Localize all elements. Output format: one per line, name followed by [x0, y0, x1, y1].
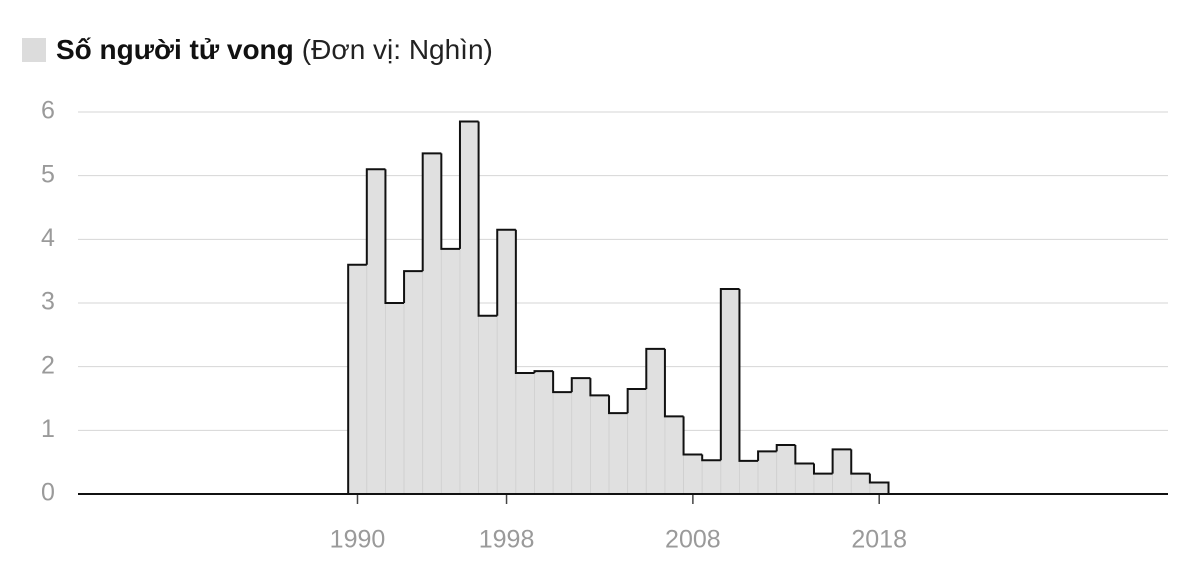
- y-tick-label: 3: [41, 288, 55, 316]
- bar: [850, 473, 871, 495]
- y-tick-label: 4: [41, 224, 55, 252]
- bar: [422, 152, 442, 495]
- bar-outline: [440, 153, 460, 250]
- bar-outline: [403, 270, 423, 303]
- bar-outline: [626, 387, 647, 414]
- bar: [515, 372, 535, 495]
- bar: [813, 473, 834, 495]
- bar-outline: [794, 444, 814, 465]
- bar: [459, 121, 479, 495]
- bar: [701, 459, 722, 495]
- bar: [683, 454, 703, 495]
- bar-outline: [812, 463, 833, 475]
- bar: [440, 248, 461, 495]
- bar: [589, 394, 610, 495]
- bar: [869, 482, 889, 495]
- legend-swatch: [22, 38, 46, 62]
- bar: [366, 168, 386, 495]
- bar: [627, 388, 647, 495]
- bar-outline: [421, 152, 442, 272]
- y-tick-label: 1: [41, 415, 55, 443]
- bar-outline: [514, 229, 535, 375]
- bar: [385, 302, 405, 495]
- bar-outline: [645, 347, 665, 389]
- bar: [496, 229, 517, 495]
- bar-outline: [533, 370, 554, 374]
- bar: [347, 264, 368, 495]
- bar: [794, 463, 815, 495]
- y-tick-label: 0: [41, 479, 55, 507]
- bar-outline: [738, 288, 759, 462]
- bar-outline: [850, 449, 870, 475]
- bar-outline: [458, 120, 479, 249]
- y-tick-label: 5: [41, 160, 55, 188]
- bar-outline: [384, 169, 405, 304]
- bar-outline: [757, 450, 777, 461]
- y-tick-label: 6: [41, 97, 55, 125]
- bar: [664, 415, 684, 495]
- bar-outline: [347, 263, 367, 494]
- y-tick-label: 2: [41, 351, 55, 379]
- bar-outline: [589, 378, 610, 397]
- bar-outline: [365, 168, 386, 265]
- bar-outline: [570, 377, 591, 393]
- bar: [571, 377, 591, 495]
- bar-outline: [663, 348, 684, 418]
- bar-outline: [682, 416, 703, 456]
- bar: [478, 315, 498, 495]
- chart-title: Số người tử vong: [56, 34, 294, 65]
- bar-outline: [477, 121, 498, 317]
- x-tick-label: 1998: [479, 526, 535, 554]
- bar: [776, 444, 796, 495]
- bar-outline: [552, 371, 572, 394]
- bar-outline: [719, 287, 740, 461]
- bar: [739, 460, 759, 495]
- bar-outline: [701, 454, 721, 462]
- x-tick-label: 1990: [330, 526, 386, 554]
- bar-outline: [831, 448, 852, 474]
- bar: [645, 348, 666, 495]
- bar-outline: [868, 473, 890, 494]
- bar: [720, 288, 740, 495]
- bar: [552, 391, 573, 495]
- x-tick-label: 2008: [665, 526, 721, 554]
- chart-subtitle: (Đơn vị: Nghìn): [302, 34, 493, 65]
- bar-outline: [775, 443, 796, 452]
- bar-outline: [496, 228, 516, 316]
- bar-outline: [608, 395, 628, 415]
- bar: [757, 450, 778, 495]
- chart-heading: Số người tử vong (Đơn vị: Nghìn): [56, 34, 493, 65]
- bar: [403, 270, 424, 495]
- bar: [534, 370, 554, 495]
- bar: [832, 449, 852, 495]
- bar: [608, 412, 629, 495]
- x-tick-label: 2018: [851, 526, 907, 554]
